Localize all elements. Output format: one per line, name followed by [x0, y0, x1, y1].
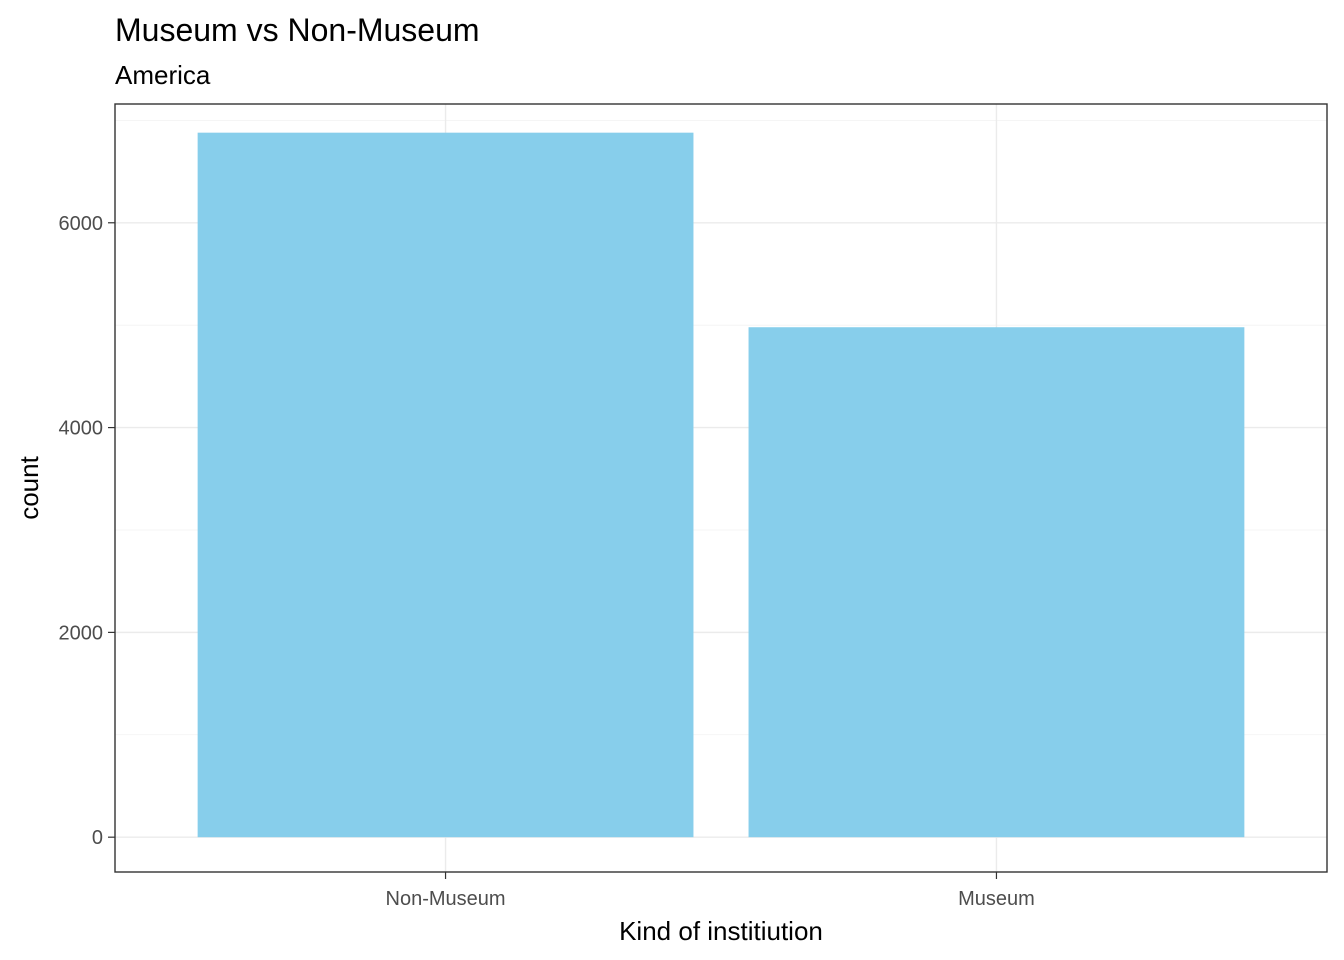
- y-axis-title: count: [14, 455, 44, 519]
- y-tick-label: 4000: [59, 418, 104, 440]
- y-axis: 0 2000 4000 6000: [59, 213, 115, 849]
- bar-non-museum: [197, 132, 694, 838]
- x-axis: Non-Museum Museum: [386, 872, 1035, 910]
- x-tick-label: Museum: [958, 888, 1035, 910]
- x-tick-label: Non-Museum: [386, 888, 506, 910]
- y-tick-label: 2000: [59, 622, 104, 644]
- panel-border: [114, 103, 1328, 873]
- chart-title: Museum vs Non-Museum: [115, 12, 480, 48]
- bar-museum: [748, 327, 1245, 838]
- chart-subtitle: America: [115, 60, 211, 90]
- bars: [197, 132, 1245, 838]
- y-tick-label: 0: [92, 827, 103, 849]
- x-axis-title: Kind of institiution: [619, 916, 823, 946]
- y-tick-label: 6000: [59, 213, 104, 235]
